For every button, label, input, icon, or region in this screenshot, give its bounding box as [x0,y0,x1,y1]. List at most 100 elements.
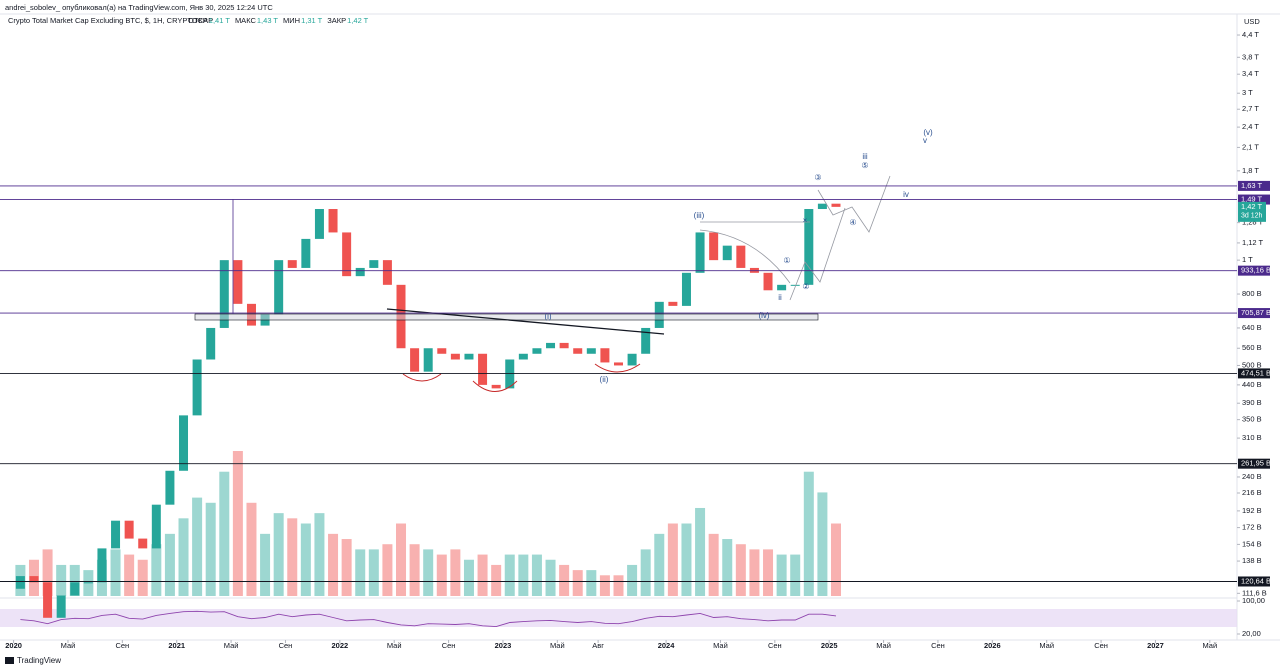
currency: USD [1244,17,1260,26]
candle [736,245,746,268]
candle [29,576,39,583]
wave-label: ② [802,282,809,291]
volume-bar [803,471,814,596]
x-tick-label: 2025 [821,641,838,650]
candle [722,245,732,261]
volume-bar [409,544,420,596]
candle [151,504,161,549]
candle [804,209,814,285]
level-label: 705,87 B [1241,308,1271,317]
candle [505,359,515,389]
volume-bar [817,492,828,596]
level-label: 1,49 T [1241,195,1263,204]
wave-label: (iv) [758,311,769,320]
candle [138,538,148,549]
wave-label: iv [903,190,909,199]
x-tick-label: 2021 [168,641,185,650]
x-tick-label: Сен [1094,641,1108,650]
level-tag [1238,194,1270,205]
candle [179,415,189,471]
y-tick-label: 310 B [1242,433,1262,442]
candle [491,384,501,389]
y-tick-label: 111,6 B [1242,588,1267,597]
level-label: 933,16 B [1241,266,1271,275]
volume-bar [232,451,243,596]
last-price-tag [1238,201,1266,222]
volume-bar [42,549,53,596]
ohlc-value: 1,42 T [347,16,369,25]
volume-bar [246,502,257,596]
volume-bar [491,564,502,596]
volume-bar [654,533,665,596]
volume-bar [164,533,175,596]
volume-bar [110,549,121,596]
candle [695,232,705,273]
candle [124,520,134,539]
volume-bar [572,570,583,596]
volume-bar [151,544,162,596]
volume-bar [613,575,624,596]
candle [450,353,460,360]
ohlc-value: 1,43 T [257,16,279,25]
marks [15,203,841,618]
candle [355,267,365,277]
candle [97,548,107,583]
candle [342,232,352,277]
y-tick-label: 3 T [1242,88,1253,97]
volume-bar [328,533,339,596]
volume-bar [627,564,638,596]
volume-bar [69,564,80,596]
candle [437,348,447,354]
rsi-line [20,610,837,628]
x-tick-label: Сен [279,641,293,650]
x-tick-label: 2020 [5,641,22,650]
y-tick-label: 172 B [1242,523,1262,532]
y-tick-label: 800 B [1242,289,1262,298]
wave-label: (iii) [694,211,705,220]
level-label: 261,95 B [1241,459,1271,468]
volume-bar [695,507,706,596]
candle [790,284,800,286]
y-tick-label: 500 B [1242,360,1262,369]
x-tick-label: Май [387,641,402,650]
level-label: 1,63 T [1241,181,1263,190]
y-tick-label: 2,4 T [1242,122,1259,131]
candle [681,272,691,306]
x-tick-label: Май [1202,641,1217,650]
y-tick-label: 4,4 T [1242,30,1259,39]
volume-bar [599,575,610,596]
candle [192,359,202,416]
wave-projection [789,207,846,301]
ohlc-label: ОТКР [188,16,208,25]
y-tick-label: 216 B [1242,488,1262,497]
candle [600,348,610,363]
candle [15,576,25,589]
volume-bar [586,570,597,596]
candle [518,353,528,360]
x-tick-label: Май [876,641,891,650]
candle [233,260,243,304]
volume-bar [545,559,556,596]
candle [287,260,297,268]
candle [328,209,338,233]
wave-label: ① [783,256,790,265]
level-tag [1238,180,1270,191]
y-tick-label: 2,1 T [1242,142,1259,151]
x-tick-label: Сен [931,641,945,650]
level-label: 120,64 B [1241,576,1271,585]
y-tick-label: 3,8 T [1242,52,1259,61]
x-tick-label: Май [224,641,239,650]
volume-bar [504,554,515,596]
ohlc-value: 1,31 T [301,16,323,25]
volume-bar [681,523,692,596]
candle [56,595,66,618]
ohlc-label: ЗАКР [327,16,346,25]
volume-bar [260,533,271,596]
candle [410,348,420,372]
arc-gray [699,229,791,284]
candle [219,260,229,328]
y-tick-label: 390 B [1242,398,1262,407]
y-tick-label: 2,7 T [1242,104,1259,113]
ohlc-label: МАКС [235,16,257,25]
